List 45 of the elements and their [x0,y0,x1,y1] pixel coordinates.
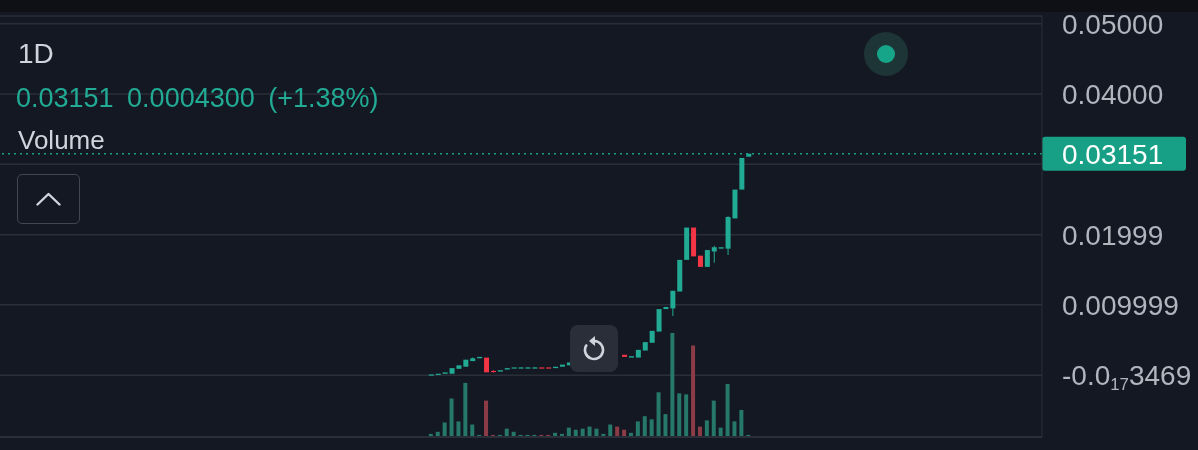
candlestick [691,227,697,257]
y-tick-label: 0.01999 [1062,219,1164,251]
y-tick-label: 0.05000 [1062,8,1164,40]
candlestick [656,309,662,332]
candlestick [484,357,490,373]
bar [677,393,682,437]
bar [642,416,647,437]
bar [442,422,447,437]
bar [691,345,696,437]
candlestick [663,306,669,310]
candlestick [697,255,703,267]
candlestick [746,153,752,157]
candlestick [559,364,565,367]
bar [732,421,737,437]
chart-title: Volume [18,125,105,155]
bar [463,382,468,437]
bar [484,400,489,437]
candlestick [670,290,676,317]
candlestick [463,359,469,367]
bar [656,392,661,437]
bar [670,333,675,437]
candlestick [677,259,683,292]
bar [663,414,668,437]
bar [456,421,461,437]
bar [704,420,709,437]
bar [711,400,716,437]
bar [725,383,730,437]
bar [449,398,454,437]
candlestick [642,342,648,351]
candlestick [684,227,690,260]
candlestick [635,349,641,358]
y-tick-label: -0.0$_{17}$3469 [1062,359,1192,395]
ref-line-label: 0.03151 [1062,138,1164,170]
y-tick-label: 0.04000 [1062,78,1164,110]
text: 0.03151 0.0004300 (+1.38%) [16,83,379,113]
candlestick [739,157,745,190]
candlestick [704,250,710,267]
bar [684,394,689,437]
text: 1D [18,37,54,71]
y-tick-label: 0.009999 [1062,289,1179,321]
bar [739,409,744,437]
candlestick [649,330,655,343]
bar [649,419,654,437]
bar [635,421,640,437]
candlestick [622,354,628,357]
